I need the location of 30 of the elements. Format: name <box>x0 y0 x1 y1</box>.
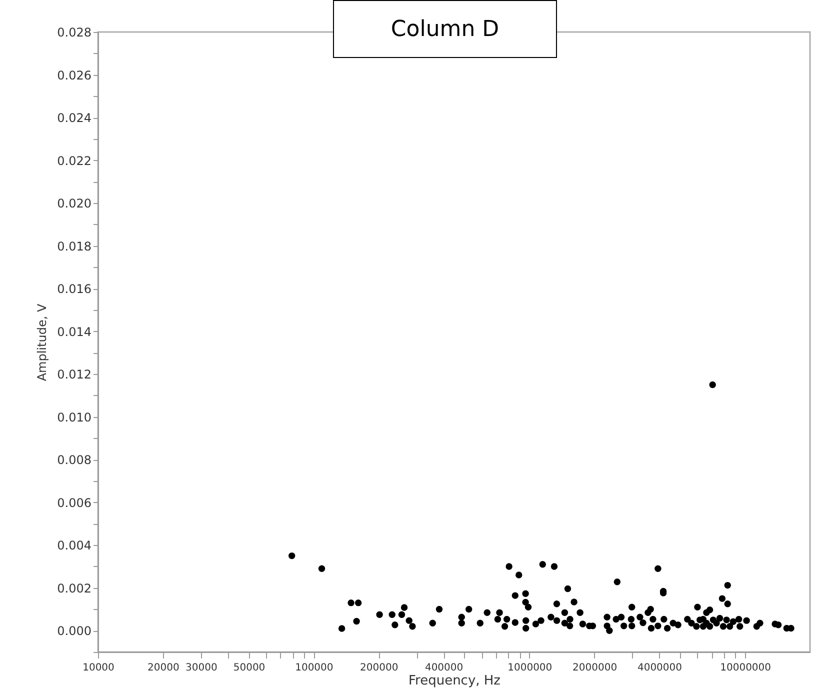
y-tick-label: 0.010 <box>57 410 92 424</box>
title-box: Column D <box>333 0 557 58</box>
y-tick-label: 0.018 <box>57 239 92 254</box>
y-tick-label: 0.014 <box>57 324 92 339</box>
x-tick-label: 100000 <box>295 662 334 674</box>
y-tick-label: 0.004 <box>57 538 92 553</box>
x-tick-label: 10000000 <box>720 662 772 674</box>
y-tick-label: 0.024 <box>57 111 92 126</box>
y-tick-label: 0.028 <box>57 26 92 40</box>
y-tick-label: 0.022 <box>57 154 92 168</box>
y-tick-label: 0.008 <box>57 453 92 468</box>
x-tick-label: 400000 <box>424 662 464 674</box>
y-tick-label: 0.012 <box>57 368 92 382</box>
y-tick-label: 0.002 <box>57 581 92 596</box>
x-tick-label: 4000000 <box>637 662 682 674</box>
y-tick-label: 0.026 <box>57 68 92 82</box>
y-tick-label: 0.020 <box>57 196 92 211</box>
y-tick-label: 0.016 <box>57 282 92 296</box>
x-tick-label: 10000 <box>82 662 114 674</box>
x-tick-label: 50000 <box>233 662 266 674</box>
y-axis-title: Amplitude, V <box>35 303 50 382</box>
x-tick-label: 20000 <box>148 662 180 674</box>
x-tick-label: 2000000 <box>572 662 618 674</box>
x-tick-label: 200000 <box>360 662 398 674</box>
x-tick-label: 30000 <box>186 662 218 674</box>
x-axis-title: Frequency, Hz <box>408 674 501 688</box>
y-tick-label: 0.000 <box>57 624 92 638</box>
y-tick-label: 0.006 <box>57 496 92 510</box>
x-tick-label: 1000000 <box>508 662 552 674</box>
chart-title: Column D <box>390 16 500 42</box>
